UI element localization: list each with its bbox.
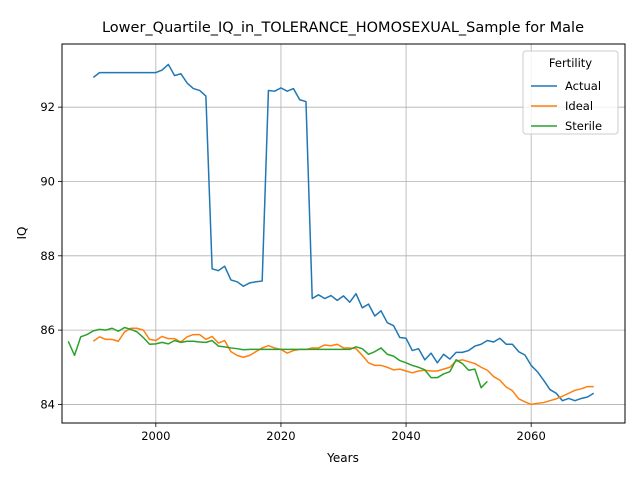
x-tick-label: 2060 [517,429,546,443]
legend-label-ideal: Ideal [565,99,593,113]
plot-frame [61,43,626,424]
x-axis: 2000 2020 2040 2060 [141,423,546,443]
legend-label-sterile: Sterile [565,119,602,133]
series-line-ideal [92,327,594,406]
y-tick-label: 84 [40,397,55,411]
y-tick-label: 88 [40,249,55,263]
y-tick-label: 92 [40,100,55,114]
series-line-sterile [67,326,488,389]
y-axis-label: IQ [15,227,29,240]
y-tick-label: 90 [40,174,55,188]
series-lines [67,63,595,406]
legend-box [522,50,619,135]
y-axis: 84 86 88 90 92 [40,100,62,411]
x-axis-label: Years [326,451,359,465]
series-line-actual [92,63,595,402]
legend-title: Fertility [549,56,592,70]
legend: Fertility Actual Ideal Sterile [522,50,619,135]
chart-title: Lower_Quartile_IQ_in_TOLERANCE_HOMOSEXUA… [102,20,584,36]
x-tick-label: 2020 [266,429,295,443]
legend-label-actual: Actual [565,79,601,93]
y-tick-label: 86 [40,323,55,337]
x-tick-label: 2000 [141,429,170,443]
x-tick-label: 2040 [391,429,420,443]
